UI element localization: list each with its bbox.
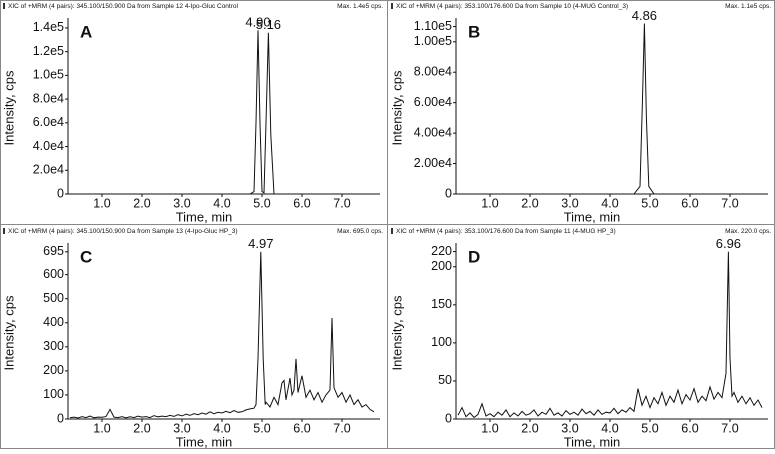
header-title: XIC of +MRM (4 pairs): 353.100/176.600 D… xyxy=(396,3,628,10)
header-max: Max. 1.1e5 cps. xyxy=(725,3,771,10)
x-tick-label: 7.0 xyxy=(333,421,350,435)
x-tick-label: 2.0 xyxy=(133,196,150,210)
y-tick-label: 200 xyxy=(431,259,452,273)
y-tick-label: 150 xyxy=(431,297,452,311)
x-tick-label: 2.0 xyxy=(521,196,538,210)
x-tick-label: 5.0 xyxy=(253,421,270,435)
y-tick-label: 1.4e5 xyxy=(33,20,64,34)
peak-label: 5.16 xyxy=(256,17,281,32)
panel-label: C xyxy=(80,247,92,266)
x-tick-label: 3.0 xyxy=(561,421,578,435)
header-max: Max. 695.0 cps. xyxy=(337,228,383,235)
x-tick-label: 1.0 xyxy=(93,196,110,210)
peak-label: 4.97 xyxy=(248,236,273,251)
y-tick-label: 0 xyxy=(57,411,64,425)
peak-label: 4.90 xyxy=(245,15,270,30)
panel: XIC of +MRM (4 pairs): 353.100/176.600 D… xyxy=(389,228,771,449)
y-axis-label: Intensity, cps xyxy=(389,295,404,370)
panel-label: D xyxy=(468,247,480,266)
y-tick-label: 220 xyxy=(431,244,452,258)
x-tick-label: 3.0 xyxy=(173,421,190,435)
panel: XIC of +MRM (4 pairs): 353.100/176.600 D… xyxy=(389,3,771,224)
peak-label: 6.96 xyxy=(716,236,741,251)
x-tick-label: 6.0 xyxy=(681,421,698,435)
y-tick-label: 695 xyxy=(43,244,64,258)
y-tick-label: 2.0e4 xyxy=(33,163,64,177)
x-tick-label: 6.0 xyxy=(293,196,310,210)
x-tick-label: 7.0 xyxy=(721,196,738,210)
header-icon xyxy=(3,3,5,9)
y-tick-label: 6.00e4 xyxy=(414,95,452,109)
panel-label: A xyxy=(80,22,92,41)
y-tick-label: 1.2e5 xyxy=(33,44,64,58)
x-tick-label: 4.0 xyxy=(601,196,618,210)
header-icon xyxy=(391,3,393,9)
trace xyxy=(456,23,768,195)
y-tick-label: 200 xyxy=(43,363,64,377)
x-axis-label: Time, min xyxy=(564,209,621,224)
y-tick-label: 0 xyxy=(57,186,64,200)
x-axis-label: Time, min xyxy=(176,209,233,224)
y-tick-label: 400 xyxy=(43,315,64,329)
trace xyxy=(68,30,380,195)
x-tick-label: 3.0 xyxy=(561,196,578,210)
y-tick-label: 8.0e4 xyxy=(33,91,64,105)
y-tick-label: 1.10e5 xyxy=(414,19,452,33)
y-tick-label: 50 xyxy=(438,373,452,387)
header-icon xyxy=(391,228,393,234)
x-tick-label: 5.0 xyxy=(253,196,270,210)
y-axis-label: Intensity, cps xyxy=(1,70,16,145)
y-axis-label: Intensity, cps xyxy=(389,70,404,145)
x-tick-label: 2.0 xyxy=(133,421,150,435)
x-axis-label: Time, min xyxy=(564,434,621,449)
y-tick-label: 100 xyxy=(43,387,64,401)
header-max: Max. 220.0 cps. xyxy=(725,228,771,235)
y-tick-label: 0 xyxy=(445,186,452,200)
panel: XIC of +MRM (4 pairs): 345.100/150.900 D… xyxy=(1,3,383,224)
x-tick-label: 1.0 xyxy=(481,421,498,435)
x-tick-label: 5.0 xyxy=(641,421,658,435)
x-tick-label: 2.0 xyxy=(521,421,538,435)
panel: XIC of +MRM (4 pairs): 345.100/150.900 D… xyxy=(1,228,383,449)
y-tick-label: 600 xyxy=(43,267,64,281)
peak-label: 4.86 xyxy=(632,8,657,23)
x-tick-label: 4.0 xyxy=(213,421,230,435)
x-tick-label: 7.0 xyxy=(333,196,350,210)
header-max: Max. 1.4e5 cps. xyxy=(337,3,383,10)
x-axis-label: Time, min xyxy=(176,434,233,449)
header-title: XIC of +MRM (4 pairs): 353.100/176.600 D… xyxy=(396,228,616,235)
header-title: XIC of +MRM (4 pairs): 345.100/150.900 D… xyxy=(8,3,239,10)
y-tick-label: 2.00e4 xyxy=(414,156,452,170)
y-tick-label: 6.0e4 xyxy=(33,115,64,129)
x-tick-label: 7.0 xyxy=(721,421,738,435)
y-tick-label: 0 xyxy=(445,411,452,425)
x-tick-label: 6.0 xyxy=(681,196,698,210)
x-tick-label: 4.0 xyxy=(213,196,230,210)
x-tick-label: 4.0 xyxy=(601,421,618,435)
trace xyxy=(69,251,375,419)
x-tick-label: 1.0 xyxy=(93,421,110,435)
y-tick-label: 8.00e4 xyxy=(414,65,452,79)
panel-label: B xyxy=(468,22,480,41)
y-axis-label: Intensity, cps xyxy=(1,295,16,370)
y-tick-label: 1.00e5 xyxy=(414,34,452,48)
header-title: XIC of +MRM (4 pairs): 345.100/150.900 D… xyxy=(8,228,238,235)
y-tick-label: 500 xyxy=(43,291,64,305)
y-tick-label: 4.00e4 xyxy=(414,125,452,139)
x-tick-label: 3.0 xyxy=(173,196,190,210)
x-tick-label: 1.0 xyxy=(481,196,498,210)
x-tick-label: 5.0 xyxy=(641,196,658,210)
y-tick-label: 1.0e5 xyxy=(33,68,64,82)
y-tick-label: 300 xyxy=(43,339,64,353)
x-tick-label: 6.0 xyxy=(293,421,310,435)
y-tick-label: 100 xyxy=(431,335,452,349)
header-icon xyxy=(3,228,5,234)
y-tick-label: 4.0e4 xyxy=(33,139,64,153)
trace xyxy=(457,251,763,419)
